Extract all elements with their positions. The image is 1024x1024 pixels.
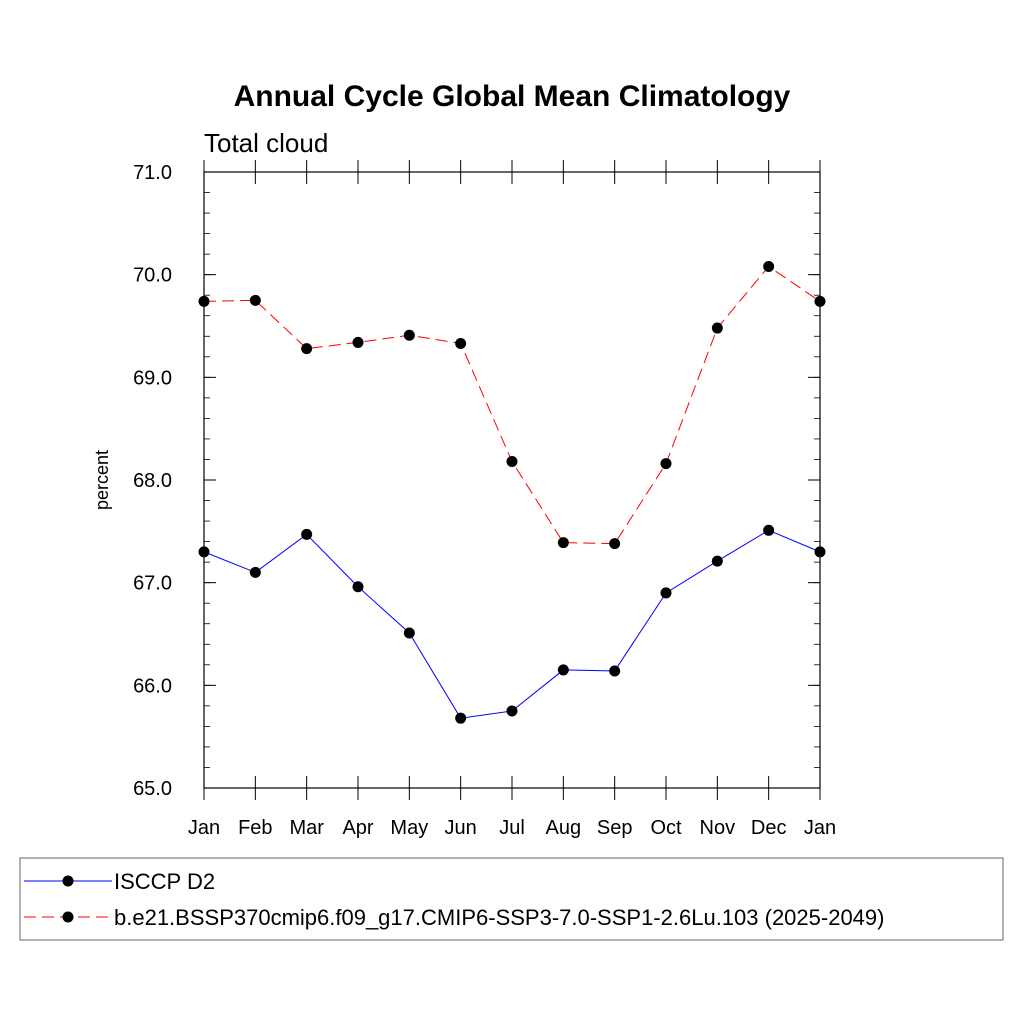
series-1-point [301, 528, 313, 540]
series-1-point [814, 546, 826, 558]
series-1-point [506, 705, 518, 717]
x-tick-label: Jan [804, 817, 836, 839]
series-1-point [557, 664, 569, 676]
series-2-point [403, 329, 415, 341]
x-tick-label: Sep [597, 817, 633, 839]
series-2-point [609, 538, 621, 550]
series-2-point [301, 343, 313, 355]
series-2-point [506, 456, 518, 468]
tick-labels: Jan Feb Mar Apr May Jun Jul Aug Sep Oct Nov Dec Jan 6… [133, 162, 836, 839]
y-tick-label: 66.0 [133, 675, 172, 697]
series-2-point [711, 322, 723, 334]
series-1-point [609, 665, 621, 677]
chart-subtitle: Total cloud [204, 128, 328, 158]
series-2-point [455, 337, 467, 349]
legend-label-1: ISCCP D2 [114, 869, 215, 894]
legend-label-2: b.e21.BSSP370cmip6.f09_g17.CMIP6-SSP3-7.… [114, 905, 884, 930]
series-1-point [763, 524, 775, 536]
series-1-point [455, 712, 467, 724]
y-tick-label: 71.0 [133, 162, 172, 184]
x-tick-label: Aug [546, 817, 582, 839]
series-2-point [249, 294, 261, 306]
series-layer [198, 260, 826, 724]
x-tick-label: Apr [342, 817, 373, 839]
y-tick-label: 68.0 [133, 470, 172, 492]
series-1-point [249, 566, 261, 578]
series-2-point [660, 458, 672, 470]
series-line-2 [203, 265, 821, 545]
x-tick-label: Jul [499, 817, 525, 839]
x-tick-label: Nov [700, 817, 736, 839]
legend-box [19, 857, 1004, 941]
x-tick-label: Oct [650, 817, 682, 839]
series-1-point [660, 587, 672, 599]
series-2-point [198, 295, 210, 307]
series-2-point [557, 537, 569, 549]
series-2-point [352, 336, 364, 348]
series-1-point [403, 627, 415, 639]
legend-marker-1 [62, 875, 74, 887]
x-tick-label: Mar [289, 817, 324, 839]
axis-ticks [203, 160, 821, 800]
series-2-point [814, 295, 826, 307]
series-line-1 [203, 529, 821, 719]
plot-frame [203, 171, 821, 789]
series-1-point [198, 546, 210, 558]
chart-title: Annual Cycle Global Mean Climatology [234, 80, 791, 113]
x-tick-label: Jun [445, 817, 477, 839]
y-axis-label: percent [92, 450, 112, 510]
series-2-point [763, 260, 775, 272]
x-tick-label: Feb [238, 817, 272, 839]
y-tick-label: 67.0 [133, 573, 172, 595]
x-tick-label: Jan [188, 817, 220, 839]
y-tick-label: 69.0 [133, 367, 172, 389]
x-tick-label: Dec [751, 817, 787, 839]
y-tick-label: 65.0 [133, 778, 172, 800]
series-1-point [352, 581, 364, 593]
legend: ISCCP D2 b.e21.BSSP370cmip6.f09_g17.CMIP6… [19, 857, 1004, 941]
legend-marker-2 [62, 911, 74, 923]
y-tick-label: 70.0 [133, 265, 172, 287]
series-1-point [711, 555, 723, 567]
x-tick-label: May [390, 817, 428, 839]
